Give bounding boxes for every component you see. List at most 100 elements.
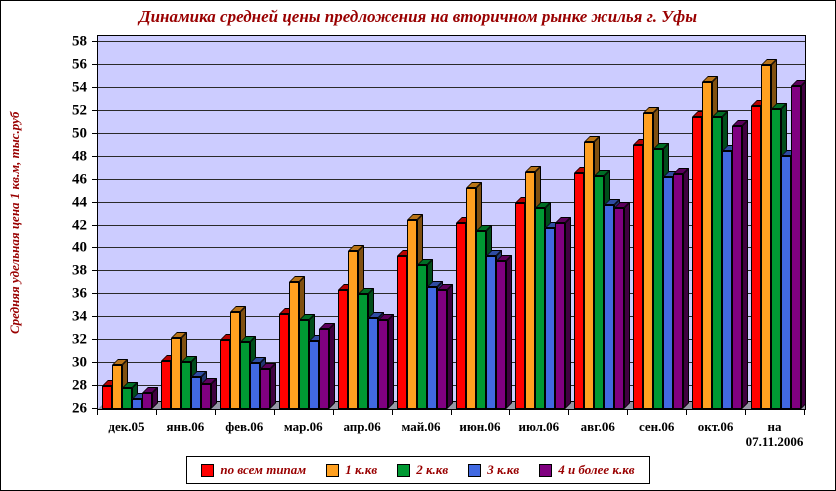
x-axis-label: июн.06: [459, 419, 501, 434]
bar-side-face: [505, 255, 512, 409]
bar-series-1: [760, 58, 777, 409]
bar-series-0: [220, 334, 237, 409]
bar-side-face: [682, 167, 689, 409]
bar-series-0: [691, 110, 708, 409]
x-tick-mark: [155, 410, 157, 415]
bar-side-face: [741, 119, 748, 409]
bar-series-1: [465, 181, 482, 409]
x-axis-label: янв.06: [166, 419, 205, 434]
bar-series-3: [427, 281, 444, 409]
gridline: [98, 247, 805, 249]
bar-series-0: [279, 307, 296, 409]
y-tick-label: 38: [72, 262, 87, 279]
bar-side-face: [270, 362, 277, 409]
bar-series-2: [652, 142, 669, 409]
bar-series-4: [731, 119, 748, 409]
y-tick-mark: [92, 362, 97, 364]
bar-series-2: [299, 313, 316, 409]
legend-label: 3 к.кв: [487, 462, 520, 477]
x-tick-mark: [450, 410, 452, 415]
bar-side-face: [447, 283, 454, 409]
x-axis-label: окт.06: [697, 419, 734, 434]
gridline: [98, 155, 805, 157]
bar-series-3: [721, 144, 738, 409]
x-tick-mark: [509, 410, 511, 415]
bar-series-1: [583, 135, 600, 409]
bar-series-3: [368, 312, 385, 409]
y-tick-mark: [92, 132, 97, 134]
bar-side-face: [329, 322, 336, 409]
bar-series-4: [613, 202, 630, 409]
y-tick-mark: [92, 63, 97, 65]
bar-series-2: [122, 382, 139, 409]
bar-side-face: [564, 217, 571, 409]
y-tick-label: 34: [72, 308, 87, 325]
x-tick-mark: [686, 410, 688, 415]
legend-label: 2 к.кв: [416, 462, 449, 477]
y-tick-label: 36: [72, 285, 87, 302]
x-tick-mark: [627, 410, 629, 415]
x-tick-mark: [214, 410, 216, 415]
chart-title: Динамика средней цены предложения на вто…: [138, 7, 697, 26]
bar-series-1: [642, 107, 659, 409]
x-axis-label: фев.06: [225, 419, 264, 434]
bar-series-3: [250, 357, 267, 409]
x-tick-mark: [332, 410, 334, 415]
x-axis: дек.05 янв.06 фев.06 мар.06 апр.06 май.06 июн.…: [97, 410, 806, 454]
bar-series-4: [495, 255, 512, 409]
bar-series-1: [289, 275, 306, 409]
gridline: [98, 109, 805, 111]
bar-series-4: [672, 167, 689, 409]
x-axis-label: на 07.11.2006: [745, 419, 804, 449]
y-tick-label: 58: [72, 33, 87, 50]
bar-series-1: [524, 165, 541, 409]
legend-label: по всем типам: [220, 462, 307, 477]
bar-series-4: [142, 386, 159, 409]
bar-series-2: [534, 202, 551, 409]
x-axis-label: апр.06: [343, 419, 381, 434]
legend-swatch: [326, 463, 340, 477]
bar-side-face: [623, 202, 630, 409]
bar-series-0: [161, 354, 178, 409]
gridline: [98, 41, 805, 42]
gridline: [98, 178, 805, 180]
y-tick-mark: [92, 316, 97, 318]
y-tick-mark: [92, 178, 97, 180]
y-axis: 26 28 30 32 34 36 38 40 42 44 46 48 50 52 54 56 58: [1, 33, 97, 416]
bar-series-1: [701, 76, 718, 409]
bar-series-3: [132, 392, 149, 409]
y-tick-mark: [92, 293, 97, 295]
bar-side-face: [388, 313, 395, 409]
bar-series-0: [573, 166, 590, 409]
y-tick-mark: [92, 155, 97, 157]
y-tick-label: 48: [72, 148, 87, 165]
y-tick-label: 44: [72, 194, 87, 211]
y-tick-mark: [92, 41, 97, 42]
legend-item: 4 и более к.кв: [539, 462, 635, 478]
x-tick-mark: [273, 410, 275, 415]
y-tick-mark: [92, 270, 97, 272]
x-tick-mark: [568, 410, 570, 415]
bar-series-4: [437, 283, 454, 409]
bar-series-2: [240, 336, 257, 409]
bar-series-4: [790, 79, 805, 409]
bar-series-2: [358, 288, 375, 409]
y-tick-label: 28: [72, 377, 87, 394]
y-tick-label: 52: [72, 102, 87, 119]
y-tick-mark: [92, 247, 97, 249]
legend-swatch: [468, 463, 482, 477]
legend-swatch: [397, 463, 411, 477]
bar-series-0: [750, 100, 767, 409]
x-tick-mark: [745, 410, 747, 415]
y-tick-mark: [92, 408, 97, 409]
bar-series-4: [319, 322, 336, 409]
bar-series-0: [514, 196, 531, 409]
bar-series-1: [230, 305, 247, 409]
gridline: [98, 132, 805, 134]
legend: по всем типам 1 к.кв 2 к.кв 3 к.кв 4 и более…: [1, 456, 835, 484]
y-tick-mark: [92, 385, 97, 387]
gridline: [98, 270, 805, 272]
legend-item: 2 к.кв: [397, 462, 448, 478]
bar-series-3: [309, 335, 326, 409]
y-tick-label: 40: [72, 239, 87, 256]
